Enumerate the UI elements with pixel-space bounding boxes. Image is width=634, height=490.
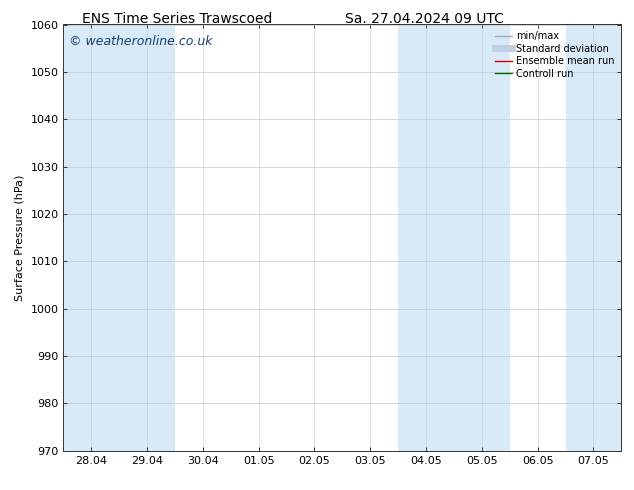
Text: ENS Time Series Trawscoed: ENS Time Series Trawscoed bbox=[82, 12, 273, 26]
Y-axis label: Surface Pressure (hPa): Surface Pressure (hPa) bbox=[15, 174, 25, 301]
Text: © weatheronline.co.uk: © weatheronline.co.uk bbox=[69, 35, 212, 48]
Bar bbox=[63, 24, 119, 451]
Legend: min/max, Standard deviation, Ensemble mean run, Controll run: min/max, Standard deviation, Ensemble me… bbox=[493, 29, 616, 80]
Bar bbox=[454, 24, 510, 451]
Bar bbox=[398, 24, 454, 451]
Text: Sa. 27.04.2024 09 UTC: Sa. 27.04.2024 09 UTC bbox=[346, 12, 504, 26]
Bar bbox=[566, 24, 621, 451]
Bar bbox=[119, 24, 175, 451]
